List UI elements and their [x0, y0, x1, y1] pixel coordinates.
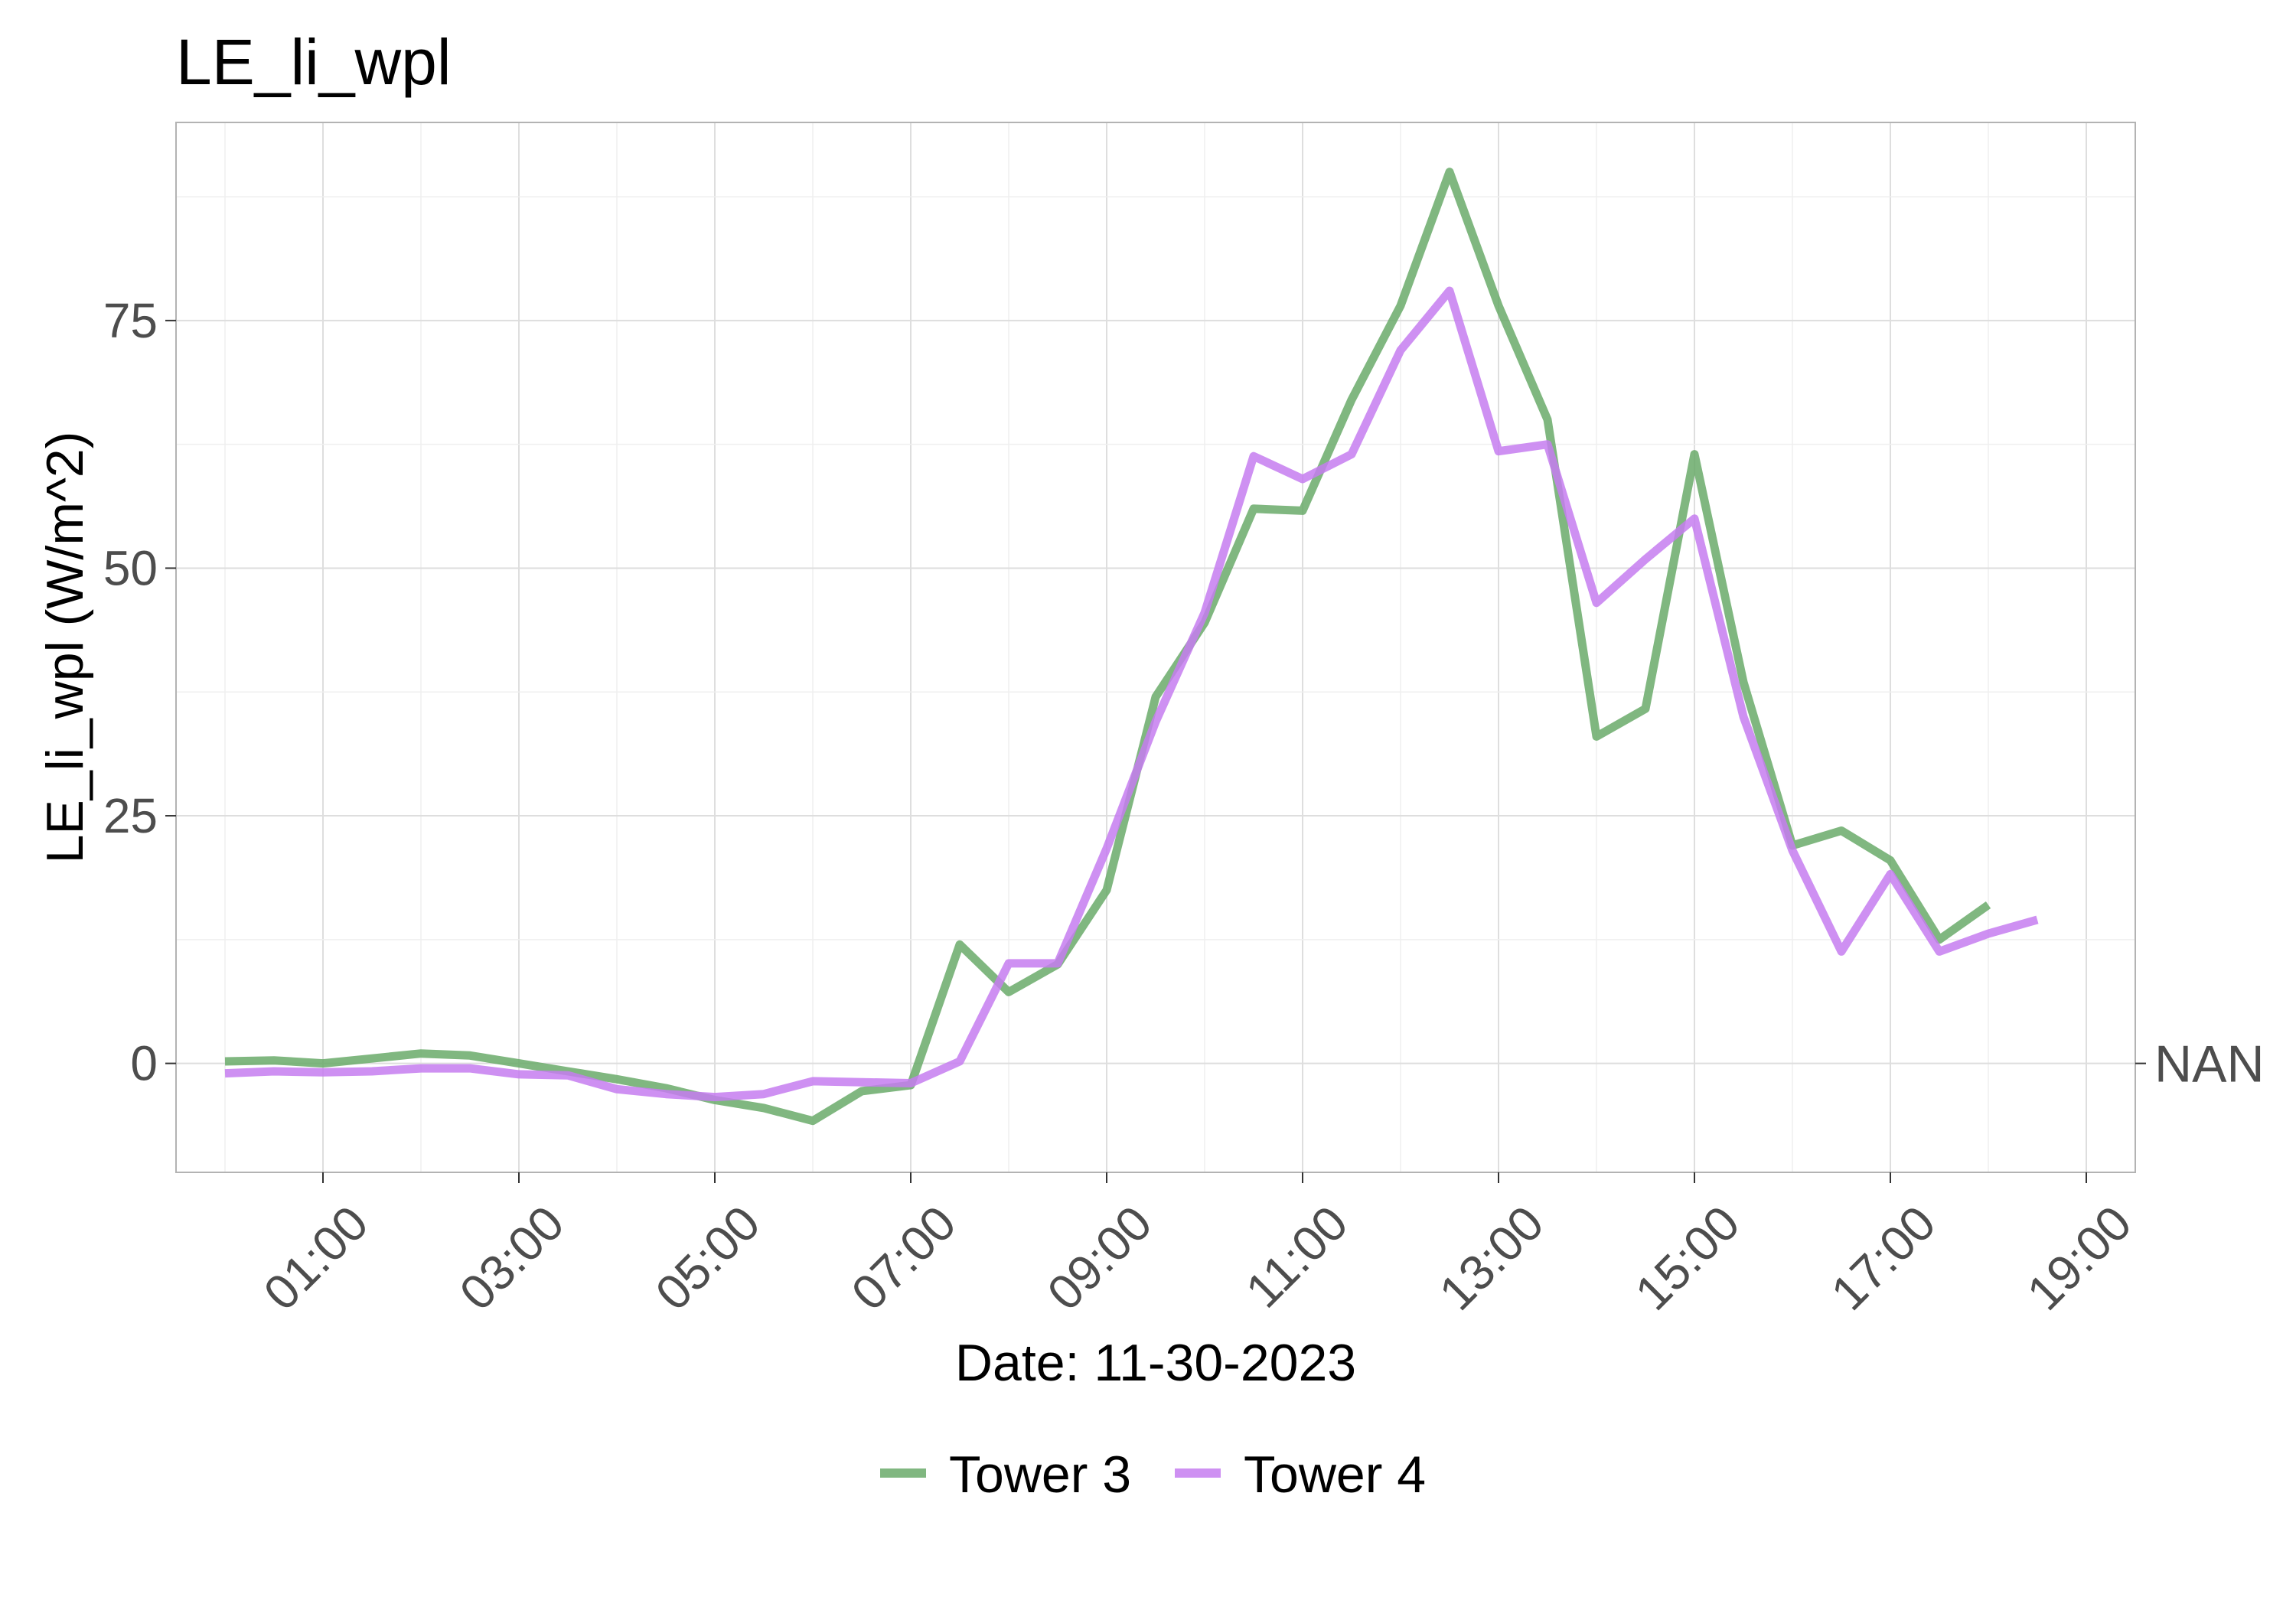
y-axis: 0 25 50 75 — [103, 293, 2146, 1091]
y-axis-title: LE_li_wpl (W/m^2) — [36, 432, 94, 864]
series-lines — [224, 168, 2039, 1126]
y-tick-label: 0 — [130, 1036, 158, 1091]
y-secondary-label: NAN — [2154, 1035, 2265, 1094]
plot-panel-border — [175, 122, 2136, 1173]
legend-label-tower-3: Tower 3 — [949, 1446, 1131, 1504]
y-tick-label: 25 — [103, 788, 158, 843]
legend: Tower 3 Tower 4 — [880, 1446, 1426, 1504]
x-axis-title: Date: 11-30-2023 — [955, 1334, 1356, 1392]
grid-lines — [176, 122, 2135, 1172]
chart-title: LE_li_wpl — [176, 26, 452, 98]
series-line-tower-4 — [224, 286, 2039, 1102]
y-tick-label: 75 — [103, 293, 158, 348]
legend-label-tower-4: Tower 4 — [1244, 1446, 1426, 1504]
y-tick-label: 50 — [103, 540, 158, 595]
series-line-tower-3 — [224, 168, 1991, 1126]
